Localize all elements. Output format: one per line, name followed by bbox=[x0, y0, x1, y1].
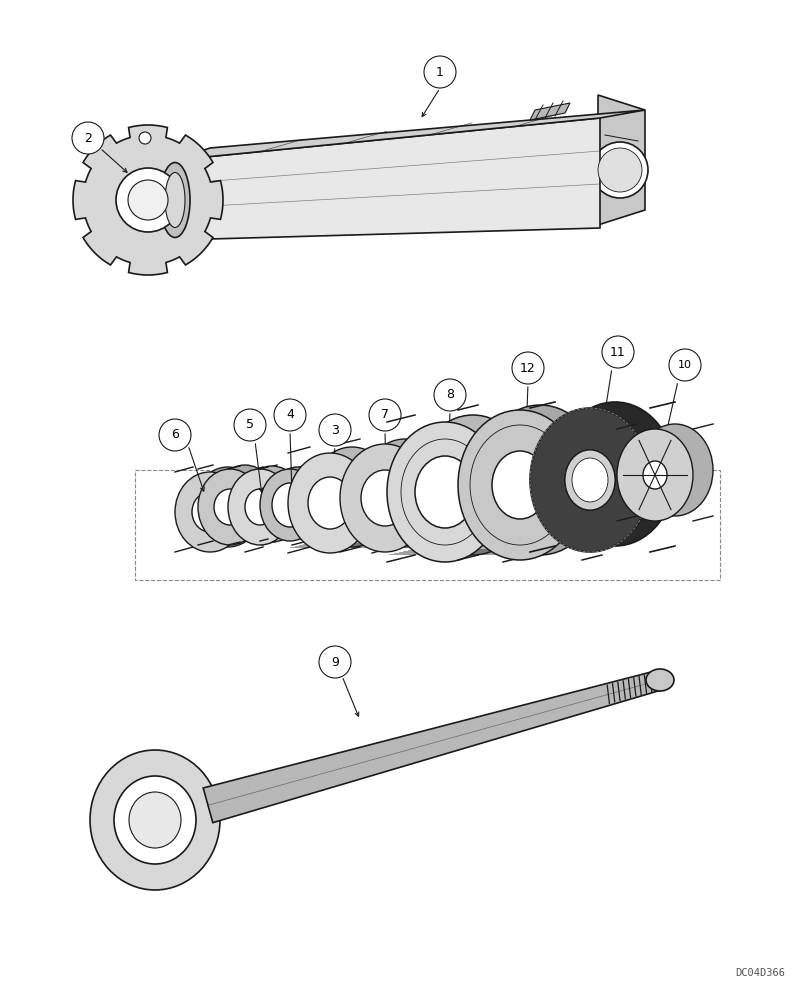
Text: 1: 1 bbox=[436, 66, 444, 79]
Ellipse shape bbox=[257, 486, 286, 522]
Ellipse shape bbox=[214, 489, 246, 525]
Ellipse shape bbox=[114, 776, 195, 864]
Ellipse shape bbox=[642, 461, 666, 489]
Ellipse shape bbox=[210, 487, 246, 527]
Ellipse shape bbox=[512, 446, 568, 514]
Ellipse shape bbox=[414, 456, 474, 528]
Circle shape bbox=[72, 122, 104, 154]
Circle shape bbox=[591, 142, 647, 198]
Ellipse shape bbox=[443, 449, 502, 521]
Circle shape bbox=[601, 336, 633, 368]
Ellipse shape bbox=[165, 172, 185, 228]
Ellipse shape bbox=[260, 469, 320, 541]
Ellipse shape bbox=[307, 477, 351, 529]
Circle shape bbox=[423, 56, 456, 88]
Ellipse shape bbox=[478, 405, 601, 555]
Ellipse shape bbox=[571, 458, 607, 502]
Ellipse shape bbox=[268, 467, 328, 539]
Ellipse shape bbox=[160, 162, 190, 237]
Polygon shape bbox=[175, 110, 644, 160]
Circle shape bbox=[597, 148, 642, 192]
Circle shape bbox=[319, 646, 350, 678]
Polygon shape bbox=[175, 118, 599, 240]
Ellipse shape bbox=[361, 470, 409, 526]
Ellipse shape bbox=[229, 485, 260, 521]
Ellipse shape bbox=[380, 465, 428, 521]
Circle shape bbox=[273, 399, 306, 431]
Circle shape bbox=[433, 379, 466, 411]
Text: DC04D366: DC04D366 bbox=[734, 968, 784, 978]
Ellipse shape bbox=[310, 447, 393, 547]
Ellipse shape bbox=[646, 669, 673, 691]
Ellipse shape bbox=[90, 750, 220, 890]
Ellipse shape bbox=[359, 439, 449, 547]
Polygon shape bbox=[530, 103, 569, 120]
Ellipse shape bbox=[340, 444, 430, 552]
Ellipse shape bbox=[280, 481, 315, 525]
Ellipse shape bbox=[329, 471, 374, 523]
Text: 8: 8 bbox=[445, 388, 453, 401]
Circle shape bbox=[668, 349, 700, 381]
Ellipse shape bbox=[636, 424, 712, 516]
Ellipse shape bbox=[129, 792, 181, 848]
Ellipse shape bbox=[191, 492, 228, 532]
Ellipse shape bbox=[564, 450, 614, 510]
Ellipse shape bbox=[288, 453, 371, 553]
Circle shape bbox=[116, 168, 180, 232]
Ellipse shape bbox=[564, 450, 614, 510]
Circle shape bbox=[128, 180, 168, 220]
Text: 3: 3 bbox=[331, 424, 338, 436]
Ellipse shape bbox=[272, 483, 307, 527]
Ellipse shape bbox=[616, 429, 692, 521]
Ellipse shape bbox=[414, 415, 530, 555]
Ellipse shape bbox=[198, 469, 262, 545]
Ellipse shape bbox=[554, 402, 674, 546]
Ellipse shape bbox=[228, 469, 292, 545]
Text: 6: 6 bbox=[171, 428, 178, 442]
Circle shape bbox=[319, 414, 350, 446]
Circle shape bbox=[234, 409, 266, 441]
Polygon shape bbox=[597, 95, 644, 225]
Ellipse shape bbox=[240, 466, 303, 542]
Ellipse shape bbox=[212, 465, 277, 541]
Ellipse shape bbox=[193, 467, 263, 547]
Ellipse shape bbox=[530, 408, 649, 552]
Ellipse shape bbox=[663, 456, 686, 484]
Circle shape bbox=[159, 419, 191, 451]
Ellipse shape bbox=[590, 444, 639, 504]
Text: 5: 5 bbox=[246, 418, 254, 432]
Text: 12: 12 bbox=[520, 361, 535, 374]
Ellipse shape bbox=[245, 489, 275, 525]
Ellipse shape bbox=[175, 472, 245, 552]
Text: 2: 2 bbox=[84, 132, 92, 145]
Ellipse shape bbox=[387, 422, 502, 562]
Text: 9: 9 bbox=[331, 656, 338, 668]
Text: 10: 10 bbox=[677, 360, 691, 370]
Polygon shape bbox=[203, 670, 662, 823]
Circle shape bbox=[368, 399, 401, 431]
Circle shape bbox=[139, 132, 151, 144]
Ellipse shape bbox=[457, 410, 581, 560]
Text: 4: 4 bbox=[285, 408, 294, 422]
Ellipse shape bbox=[491, 451, 547, 519]
Polygon shape bbox=[73, 125, 223, 275]
Text: 7: 7 bbox=[380, 408, 388, 422]
Circle shape bbox=[512, 352, 543, 384]
Text: 11: 11 bbox=[609, 346, 625, 359]
